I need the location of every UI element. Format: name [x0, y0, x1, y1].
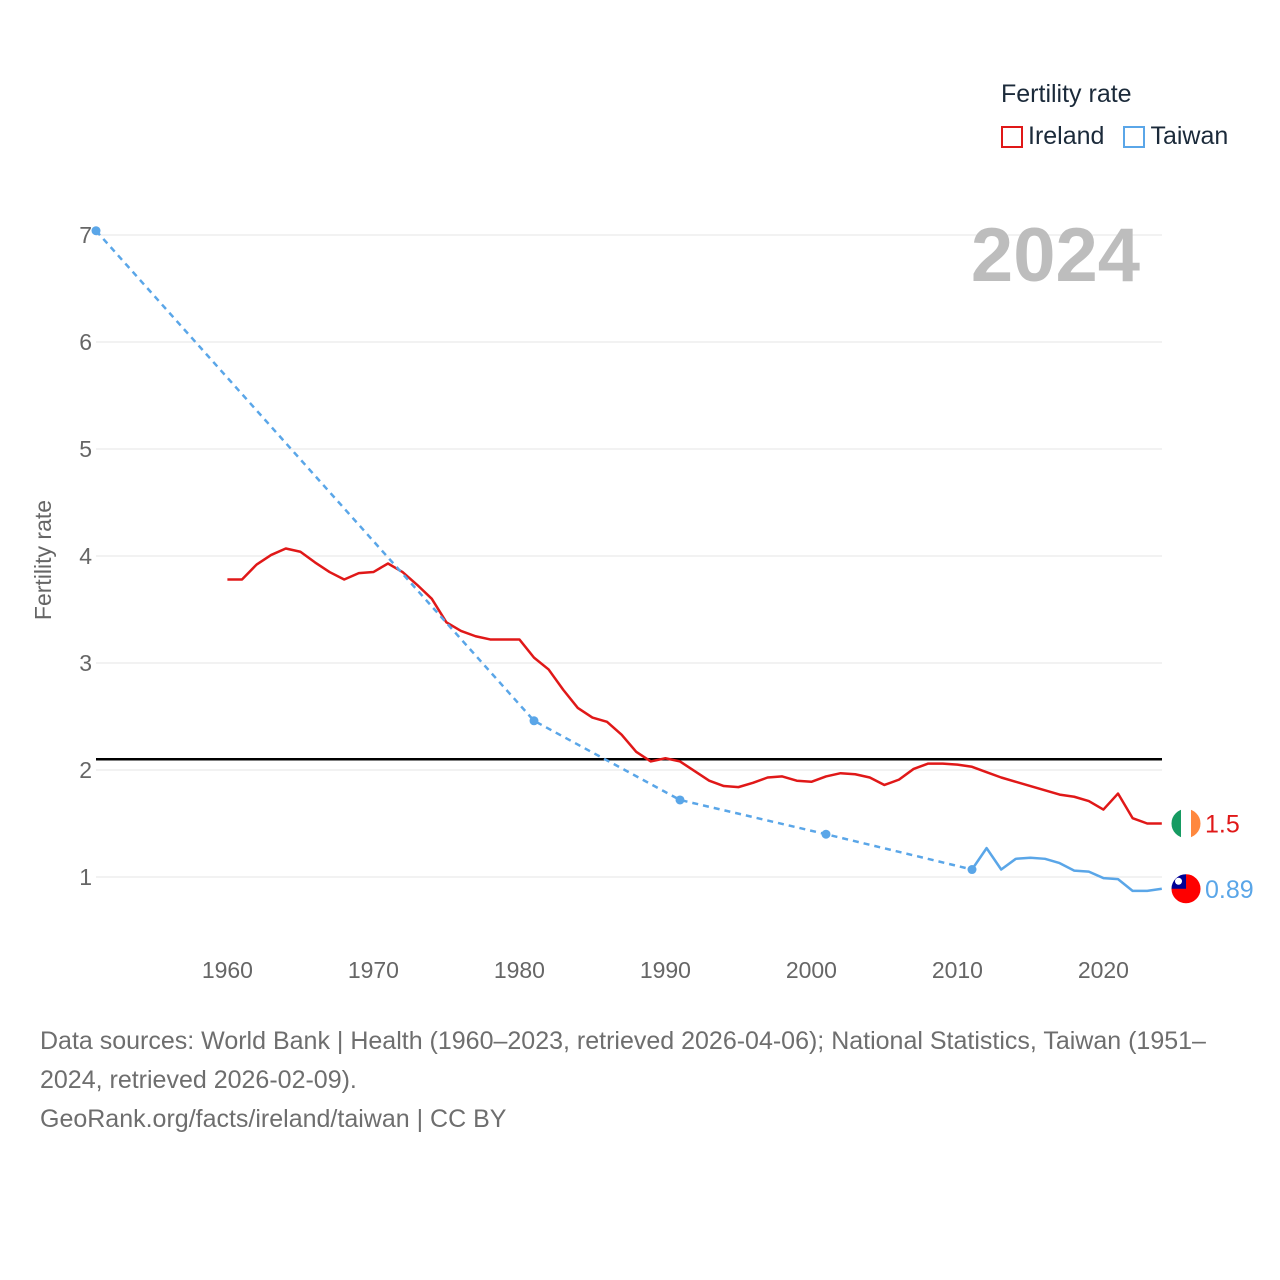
series-ireland	[227, 547, 1162, 825]
year-label: 2024	[971, 213, 1140, 298]
end-labels: 1.5 0.89	[1170, 808, 1254, 905]
y-axis-label: Fertility rate	[30, 500, 56, 620]
y-tick-label: 1	[79, 864, 92, 890]
y-tick-label: 4	[79, 543, 92, 569]
grid-lines	[96, 234, 1162, 878]
data-point-taiwan	[91, 226, 101, 236]
data-point-taiwan	[821, 829, 831, 839]
taiwan-flag-icon	[1170, 873, 1202, 905]
y-tick-label: 5	[79, 436, 92, 462]
ireland-flag-icon	[1170, 808, 1202, 839]
legend-item-taiwan[interactable]: Taiwan	[1123, 122, 1228, 151]
legend: Ireland Taiwan	[1001, 122, 1247, 151]
y-axis-ticks: 1 2 3 4 5 6 7	[79, 222, 92, 890]
chart: 1 2 3 4 5 6 7 1960 1970 1980 1990 2000 2010 2020 202…	[30, 213, 1254, 983]
y-tick-label: 7	[79, 222, 92, 248]
footer: Data sources: World Bank | Health (1960–…	[40, 1022, 1250, 1139]
end-label-taiwan: 0.89	[1205, 876, 1254, 904]
y-tick-label: 6	[79, 329, 92, 355]
x-tick-label: 2020	[1078, 957, 1129, 983]
legend-title: Fertility rate	[1001, 80, 1132, 108]
legend-label-taiwan: Taiwan	[1150, 122, 1229, 150]
y-tick-label: 2	[79, 757, 92, 783]
credit-link[interactable]: GeoRank.org/facts/ireland/taiwan | CC BY	[40, 1105, 507, 1133]
x-tick-label: 2010	[932, 957, 983, 983]
y-tick-label: 3	[79, 650, 92, 676]
data-point-taiwan	[529, 716, 539, 726]
end-label-ireland: 1.5	[1205, 811, 1240, 839]
legend-item-ireland[interactable]: Ireland	[1001, 122, 1104, 151]
x-axis-ticks: 1960 1970 1980 1990 2000 2010 2020	[202, 957, 1129, 983]
data-point-taiwan	[675, 795, 685, 805]
x-tick-label: 1980	[494, 957, 545, 983]
series-taiwan	[91, 226, 1162, 893]
series-line-taiwan	[970, 846, 1162, 893]
x-tick-label: 2000	[786, 957, 837, 983]
series-layer	[91, 226, 1162, 893]
x-tick-label: 1990	[640, 957, 691, 983]
data-sources: Data sources: World Bank | Health (1960–…	[40, 1027, 1206, 1094]
series-line-taiwan-interpolated	[95, 229, 973, 871]
legend-swatch-taiwan	[1123, 125, 1146, 148]
series-line-ireland	[227, 547, 1162, 825]
legend-label-ireland: Ireland	[1028, 122, 1105, 150]
legend-swatch-ireland	[1001, 125, 1023, 148]
x-tick-label: 1960	[202, 957, 253, 983]
x-tick-label: 1970	[348, 957, 399, 983]
